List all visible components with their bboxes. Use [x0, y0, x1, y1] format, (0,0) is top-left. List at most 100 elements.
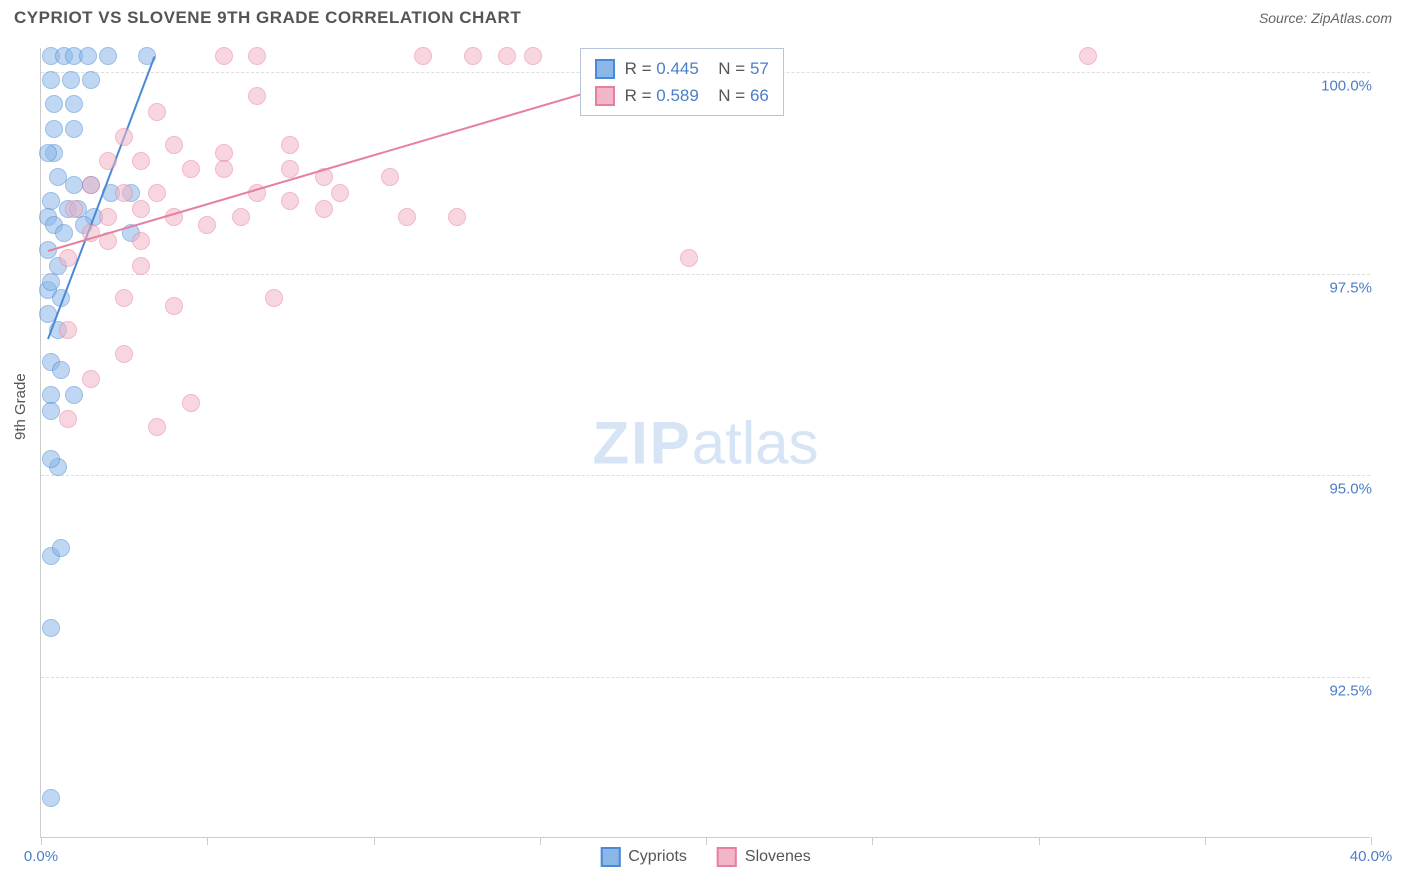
n-label: N = 57 — [709, 55, 769, 82]
data-point — [65, 120, 83, 138]
x-tick — [1039, 837, 1040, 845]
data-point — [99, 208, 117, 226]
data-point — [215, 47, 233, 65]
data-point — [115, 128, 133, 146]
legend-label: Cypriots — [628, 848, 687, 866]
data-point — [680, 249, 698, 267]
data-point — [59, 321, 77, 339]
watermark: ZIPatlas — [592, 408, 818, 477]
data-point — [49, 168, 67, 186]
data-point — [315, 200, 333, 218]
chart-title: CYPRIOT VS SLOVENE 9TH GRADE CORRELATION… — [14, 8, 521, 28]
x-tick — [1371, 837, 1372, 845]
swatch-icon — [595, 86, 615, 106]
data-point — [115, 289, 133, 307]
data-point — [99, 47, 117, 65]
data-point — [52, 539, 70, 557]
data-point — [132, 200, 150, 218]
legend-row: R = 0.445 N = 57 — [595, 55, 769, 82]
data-point — [215, 160, 233, 178]
data-point — [398, 208, 416, 226]
gridline — [41, 677, 1370, 678]
x-tick-label: 40.0% — [1350, 848, 1393, 865]
data-point — [248, 47, 266, 65]
legend-row: R = 0.589 N = 66 — [595, 82, 769, 109]
data-point — [265, 289, 283, 307]
data-point — [281, 136, 299, 154]
data-point — [65, 176, 83, 194]
data-point — [165, 297, 183, 315]
data-point — [59, 249, 77, 267]
data-point — [148, 418, 166, 436]
swatch-icon — [717, 847, 737, 867]
data-point — [132, 152, 150, 170]
data-point — [42, 71, 60, 89]
n-label: N = 66 — [709, 82, 769, 109]
swatch-icon — [600, 847, 620, 867]
data-point — [82, 71, 100, 89]
r-label: R = 0.589 — [625, 82, 699, 109]
x-tick — [1205, 837, 1206, 845]
gridline — [41, 274, 1370, 275]
legend-label: Slovenes — [745, 848, 811, 866]
regression-line — [47, 57, 155, 340]
data-point — [65, 95, 83, 113]
data-point — [42, 619, 60, 637]
x-tick — [872, 837, 873, 845]
r-label: R = 0.445 — [625, 55, 699, 82]
chart-plot-area: ZIPatlas Cypriots Slovenes 92.5%95.0%97.… — [40, 48, 1370, 838]
data-point — [524, 47, 542, 65]
data-point — [148, 184, 166, 202]
data-point — [42, 402, 60, 420]
gridline — [41, 475, 1370, 476]
legend-item-cypriots: Cypriots — [600, 847, 687, 867]
data-point — [448, 208, 466, 226]
data-point — [1079, 47, 1097, 65]
data-point — [182, 160, 200, 178]
data-point — [115, 345, 133, 363]
data-point — [182, 394, 200, 412]
data-point — [414, 47, 432, 65]
data-point — [42, 192, 60, 210]
source-label: Source: ZipAtlas.com — [1259, 10, 1392, 26]
data-point — [331, 184, 349, 202]
data-point — [82, 370, 100, 388]
y-tick-label: 97.5% — [1323, 279, 1372, 296]
data-point — [281, 192, 299, 210]
data-point — [65, 200, 83, 218]
data-point — [42, 273, 60, 291]
data-point — [248, 87, 266, 105]
data-point — [198, 216, 216, 234]
data-point — [464, 47, 482, 65]
data-point — [232, 208, 250, 226]
data-point — [79, 47, 97, 65]
y-tick-label: 100.0% — [1315, 78, 1372, 95]
data-point — [42, 450, 60, 468]
data-point — [42, 789, 60, 807]
data-point — [52, 361, 70, 379]
data-point — [381, 168, 399, 186]
data-point — [55, 224, 73, 242]
data-point — [281, 160, 299, 178]
x-tick — [374, 837, 375, 845]
x-tick — [706, 837, 707, 845]
data-point — [132, 257, 150, 275]
data-point — [62, 71, 80, 89]
data-point — [132, 232, 150, 250]
data-point — [148, 103, 166, 121]
correlation-legend: R = 0.445 N = 57R = 0.589 N = 66 — [580, 48, 784, 116]
data-point — [65, 386, 83, 404]
data-point — [45, 95, 63, 113]
x-tick — [41, 837, 42, 845]
data-point — [165, 136, 183, 154]
x-tick — [540, 837, 541, 845]
data-point — [39, 144, 57, 162]
x-tick — [207, 837, 208, 845]
x-tick-label: 0.0% — [24, 848, 58, 865]
data-point — [59, 410, 77, 428]
data-point — [45, 120, 63, 138]
legend-bottom: Cypriots Slovenes — [600, 847, 811, 867]
y-tick-label: 92.5% — [1323, 682, 1372, 699]
swatch-icon — [595, 59, 615, 79]
legend-item-slovenes: Slovenes — [717, 847, 811, 867]
